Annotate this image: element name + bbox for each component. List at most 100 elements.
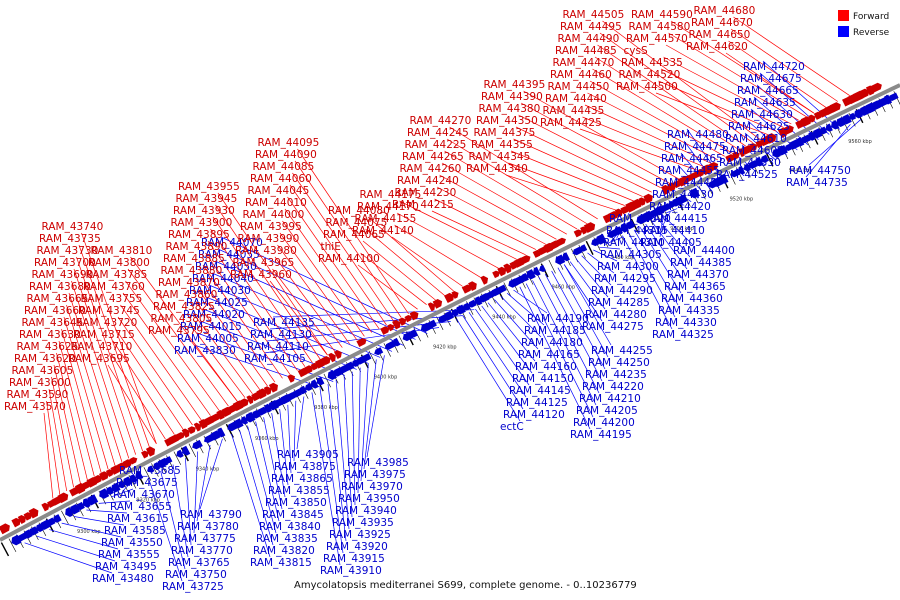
reverse-gene-label: RAM_44465: [661, 153, 723, 165]
reverse-gene-arrow: [99, 488, 110, 499]
forward-gene-label: RAM_44345: [469, 151, 531, 163]
forward-leader-line: [589, 80, 725, 157]
reverse-leader-line: [193, 451, 199, 534]
reverse-gene-arrow: [147, 465, 155, 473]
reverse-gene-arrow: [451, 308, 459, 317]
reverse-gene-label: RAM_44370: [667, 269, 729, 281]
reverse-gene-label: RAM_44410: [643, 225, 705, 237]
forward-gene-arrow: [122, 459, 133, 469]
reverse-gene-label: RAM_43780: [177, 521, 239, 533]
reverse-gene-label: RAM_43815: [250, 557, 312, 569]
forward-leader-line: [513, 138, 643, 197]
reverse-gene-label: RAM_44105: [244, 353, 306, 365]
reverse-gene-arrow: [614, 226, 623, 235]
tick-label: 9380 kbp: [314, 405, 338, 411]
reverse-leader-line: [481, 305, 533, 374]
forward-leader-line: [120, 304, 202, 421]
legend-swatch-reverse: [838, 26, 849, 37]
reverse-gene-label: RAM_44630: [731, 109, 793, 121]
forward-gene-arrow: [829, 102, 841, 113]
forward-gene-arrow: [129, 457, 138, 465]
legend-label-reverse: Reverse: [853, 28, 890, 38]
forward-gene-arrow: [98, 471, 109, 481]
forward-gene-label: RAM_44440: [545, 93, 607, 105]
forward-gene-label: RAM_43720: [76, 317, 138, 329]
reverse-gene-arrow: [795, 136, 805, 147]
reverse-gene-label: RAM_43970: [341, 481, 403, 493]
reverse-gene-arrow: [467, 299, 477, 308]
forward-gene-arrow: [461, 284, 472, 294]
forward-gene-label: RAM_44680: [694, 5, 756, 17]
reverse-leader-line: [475, 308, 530, 386]
forward-gene-label: RAM_44535: [621, 57, 683, 69]
forward-gene-arrow: [638, 197, 646, 206]
reverse-gene-label: RAM_43550: [101, 537, 163, 549]
forward-gene-arrow: [444, 292, 455, 304]
forward-leader-line: [195, 300, 261, 391]
reverse-gene-arrow: [678, 194, 688, 204]
reverse-leader-line: [255, 421, 280, 522]
forward-leader-line: [287, 196, 380, 329]
tick-mark: [8, 538, 17, 553]
forward-gene-arrow: [23, 512, 33, 521]
forward-gene-arrow: [607, 211, 619, 221]
reverse-gene-arrow: [310, 379, 319, 389]
forward-leader-line: [660, 68, 784, 128]
forward-leader-lines: [43, 16, 850, 499]
forward-gene-label: RAM_43895: [168, 229, 230, 241]
reverse-leader-line: [808, 118, 862, 166]
reverse-gene-label: RAM_43725: [162, 581, 224, 593]
reverse-gene-label: RAM_44130: [250, 329, 312, 341]
reverse-leader-line: [513, 289, 548, 314]
reverse-leader-line: [147, 477, 183, 582]
forward-leader-line: [61, 328, 102, 473]
forward-leader-line: [282, 220, 365, 337]
forward-gene-label: RAM_44240: [397, 175, 459, 187]
reverse-leader-line: [172, 464, 189, 558]
reverse-gene-label: RAM_44290: [591, 285, 653, 297]
reverse-gene-arrow: [836, 116, 846, 127]
forward-gene-arrow: [520, 255, 531, 265]
reverse-leader-line: [544, 273, 603, 382]
forward-leader-line: [655, 92, 769, 136]
forward-gene-arrow: [497, 266, 507, 277]
forward-gene-arrow: [643, 193, 653, 204]
reverse-gene-label: RAM_44305: [600, 249, 662, 261]
forward-leader-line: [582, 116, 704, 167]
forward-gene-arrow: [749, 142, 758, 152]
tick-mark: [61, 510, 69, 525]
gene-arrows: [0, 82, 899, 546]
forward-gene-label: RAM_44095: [258, 137, 320, 149]
forward-gene-label: RAM_43800: [88, 257, 150, 269]
reverse-gene-label: RAM_44120: [503, 409, 565, 421]
forward-gene-label: RAM_43740: [42, 221, 104, 233]
reverse-leader-line: [36, 535, 116, 562]
forward-gene-label: cysS: [624, 45, 648, 57]
reverse-leader-line: [593, 249, 618, 262]
reverse-gene-arrow: [11, 534, 22, 546]
reverse-gene-label: RAM_44335: [658, 305, 720, 317]
reverse-leader-line: [581, 255, 612, 286]
reverse-leader-line: [351, 371, 356, 506]
forward-gene-arrow: [328, 352, 336, 363]
forward-gene-label: RAM_44485: [555, 45, 617, 57]
forward-gene-label: RAM_44570: [626, 33, 688, 45]
reverse-leader-line: [196, 445, 211, 522]
reverse-leader-line: [456, 318, 521, 422]
reverse-gene-arrow: [625, 220, 636, 230]
reverse-gene-arrow: [245, 411, 256, 423]
forward-gene-label: RAM_43620: [14, 353, 76, 365]
reverse-gene-arrow: [374, 347, 384, 356]
reverse-gene-arrow: [316, 376, 325, 386]
forward-leader-line: [444, 150, 578, 230]
tick-mark: [383, 343, 391, 357]
forward-leader-line: [73, 268, 137, 455]
reverse-gene-label: RAM_44250: [588, 357, 650, 369]
forward-gene-label: RAM_44580: [629, 21, 691, 33]
forward-gene-arrow: [870, 82, 882, 93]
tick-mark: [698, 185, 706, 200]
reverse-gene-arrow: [660, 203, 671, 212]
reverse-leader-line: [563, 264, 603, 322]
tick-mark: [818, 127, 826, 141]
forward-gene-arrow: [808, 114, 816, 123]
